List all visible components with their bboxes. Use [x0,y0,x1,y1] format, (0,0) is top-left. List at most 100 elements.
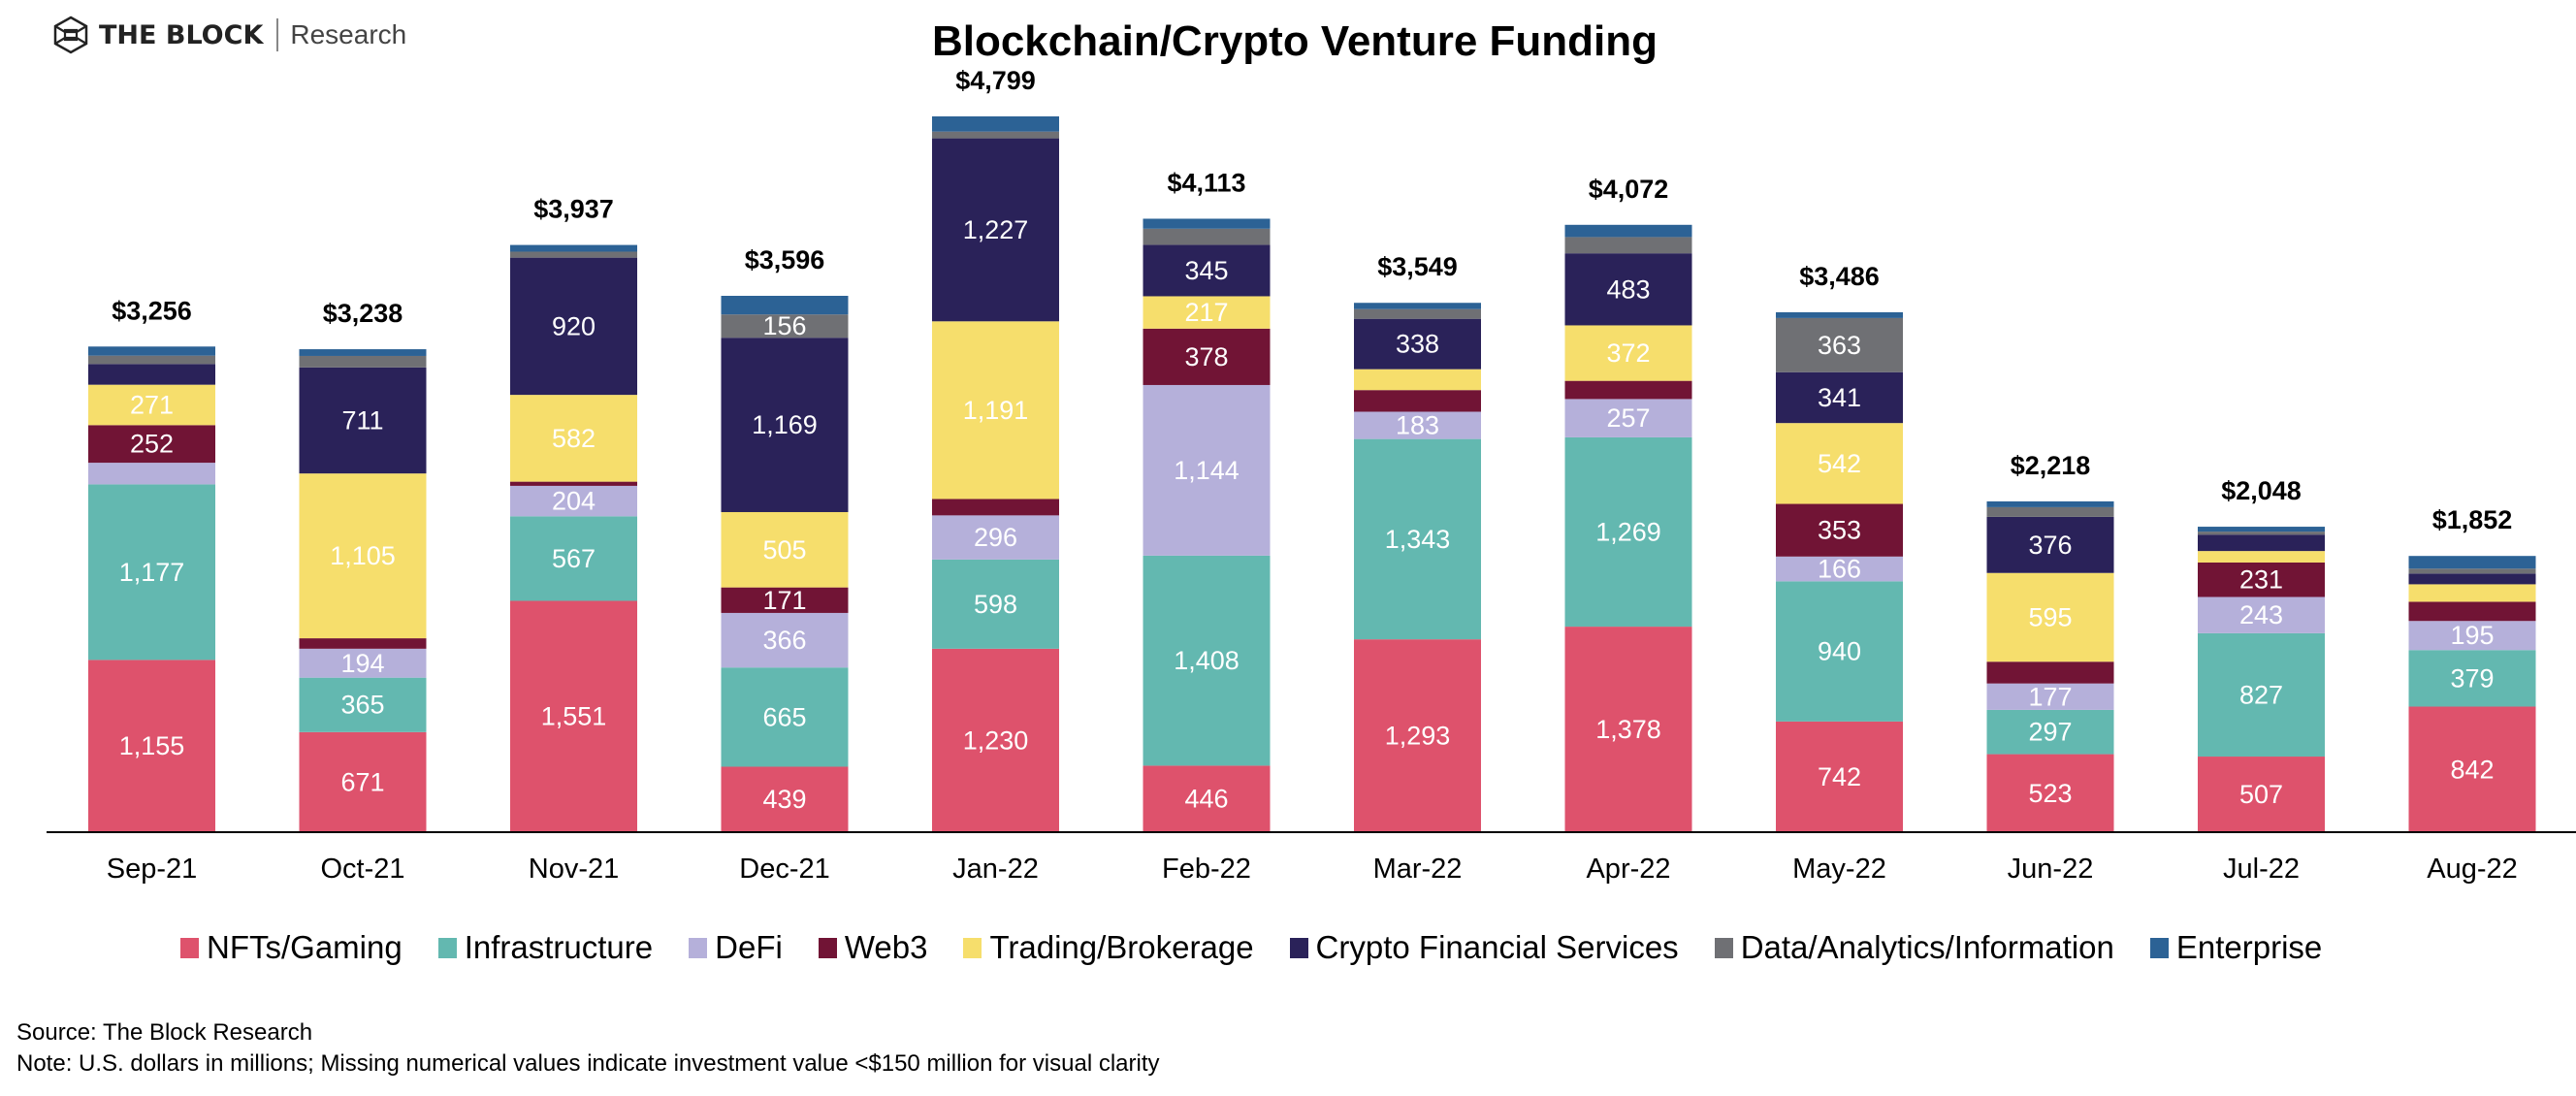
segment-value-label: 439 [762,785,806,814]
bar-segment-trading-brokerage [2198,551,2325,563]
bar-segment-crypto-financial-services [510,257,637,396]
segment-value-label: 505 [762,535,806,564]
legend-label: Crypto Financial Services [1315,929,1679,965]
bar-segment-web3 [1776,503,1903,557]
total-label: $2,048 [2221,476,2302,505]
x-tick-label: Oct-21 [320,854,404,885]
segment-value-label: 195 [2450,621,2494,650]
segment-value-label: 345 [1184,256,1228,285]
segment-value-label: 166 [1818,555,1861,584]
bar-segment-data-analytics-information [1776,317,1903,372]
total-labels-group: $3,256 $3,238 $3,937 $3,596 $4,799 $4,113 $3,5… [112,66,2512,534]
x-tick-label: Feb-22 [1162,854,1251,885]
bar-segment-defi [1986,683,2114,710]
bar-segment-web3 [1354,390,1481,412]
bar-segment-enterprise [510,244,637,252]
segment-value-label: 742 [1818,762,1861,791]
legend-swatch [1714,937,1733,958]
segment-value-label: 217 [1184,298,1228,327]
legend-label: Enterprise [2175,929,2323,965]
bar-segment-infrastructure [88,484,215,661]
bar-segment-data-analytics-information [932,131,1059,139]
bar-segment-enterprise [1143,218,1271,229]
bar-segment-data-analytics-information [88,355,215,365]
bar-segment-trading-brokerage [1143,296,1271,329]
bar-segment-crypto-financial-services [2198,534,2325,552]
bar-segment-infrastructure [1564,436,1692,628]
bars-group: 1,155 1,177 252 271 671 365 194 1,105 711 1,551 56… [88,116,2536,832]
bar-segment-defi [1776,556,1903,582]
legend-swatch [180,937,199,958]
segment-value-label: 156 [762,311,806,340]
bar-segment-defi [2408,621,2536,651]
bar-segment-data-analytics-information [1986,506,2114,517]
segment-value-label: 194 [340,649,384,678]
legend-swatch [963,937,982,958]
bar-segment-crypto-financial-services [932,138,1059,322]
bar-segment-defi [299,648,427,678]
legend-swatch [2149,937,2169,958]
segment-value-label: 1,227 [963,215,1029,244]
bar-segment-enterprise [2408,556,2536,569]
bar-segment-crypto-financial-services [2408,573,2536,585]
legend-label: Trading/Brokerage [989,929,1254,965]
segment-value-label: 507 [2239,780,2283,809]
legend-item: Infrastructure [437,929,653,966]
x-tick-label: Sep-21 [107,854,198,885]
segment-value-label: 542 [1818,449,1861,478]
segment-value-label: 920 [552,311,596,340]
bar-segment-enterprise [88,346,215,356]
segment-value-label: 1,269 [1595,518,1661,547]
brand-divider [276,18,279,51]
bar-segment-web3 [2408,601,2536,622]
bar-segment-crypto-financial-services [1143,244,1271,297]
segment-value-label: 595 [2028,602,2072,631]
bar-segment-trading-brokerage [721,511,849,588]
segment-value-label: 523 [2028,779,2072,808]
legend-item: Trading/Brokerage [963,929,1254,966]
bar-segment-web3 [1564,380,1692,400]
bar-jul-22: 507 827 243 231 [2198,527,2325,832]
bar-segment-defi [932,515,1059,560]
bar-segment-data-analytics-information [1564,237,1692,254]
bar-segment-nfts-gaming [2408,706,2536,832]
segment-value-label: 1,293 [1385,722,1451,751]
segment-value-label: 567 [552,544,596,573]
total-label: $3,596 [745,245,825,274]
segment-value-label: 365 [340,691,384,720]
segment-value-label: 483 [1606,274,1650,304]
segment-value-label: 842 [2450,755,2494,784]
total-label: $3,549 [1377,252,1458,281]
legend: NFTs/Gaming Infrastructure DeFi Web3 Trading… [180,929,2358,966]
footer: Source: The Block Research Note: U.S. do… [16,1017,1160,1080]
segment-value-label: 1,169 [752,410,818,439]
chart-title: Blockchain/Crypto Venture Funding [932,17,1658,65]
legend-item: Web3 [818,929,927,966]
bar-segment-web3 [721,587,849,613]
segment-value-label: 363 [1818,331,1861,360]
segment-value-label: 177 [2028,682,2072,711]
bar-segment-trading-brokerage [1564,325,1692,381]
legend-item: Data/Analytics/Information [1714,929,2114,966]
total-label: $4,799 [955,66,1036,95]
legend-swatch [818,937,837,958]
bar-segment-infrastructure [1143,555,1271,766]
bar-segment-nfts-gaming [2198,757,2325,832]
segment-value-label: 297 [2028,718,2072,747]
x-tick-label: Jan-22 [952,854,1039,885]
segment-value-label: 1,177 [119,558,185,587]
bar-segment-crypto-financial-services [299,367,427,474]
bar-segment-nfts-gaming [1564,627,1692,832]
segment-value-label: 372 [1606,338,1650,368]
bar-may-22: 742 940 166 353 542 341 363 [1776,311,1903,832]
bar-segment-trading-brokerage [1776,423,1903,504]
brand-subtitle: Research [290,19,407,49]
total-label: $3,256 [112,296,192,325]
segment-value-label: 1,551 [541,702,607,731]
bar-segment-trading-brokerage [1354,369,1481,391]
segment-value-label: 252 [130,430,174,459]
stacked-bar-chart: Blockchain/Crypto Venture Funding 1,1551… [47,17,2576,885]
x-tick-label: May-22 [1792,854,1886,885]
bar-segment-web3 [1143,328,1271,385]
bar-segment-defi [721,612,849,668]
